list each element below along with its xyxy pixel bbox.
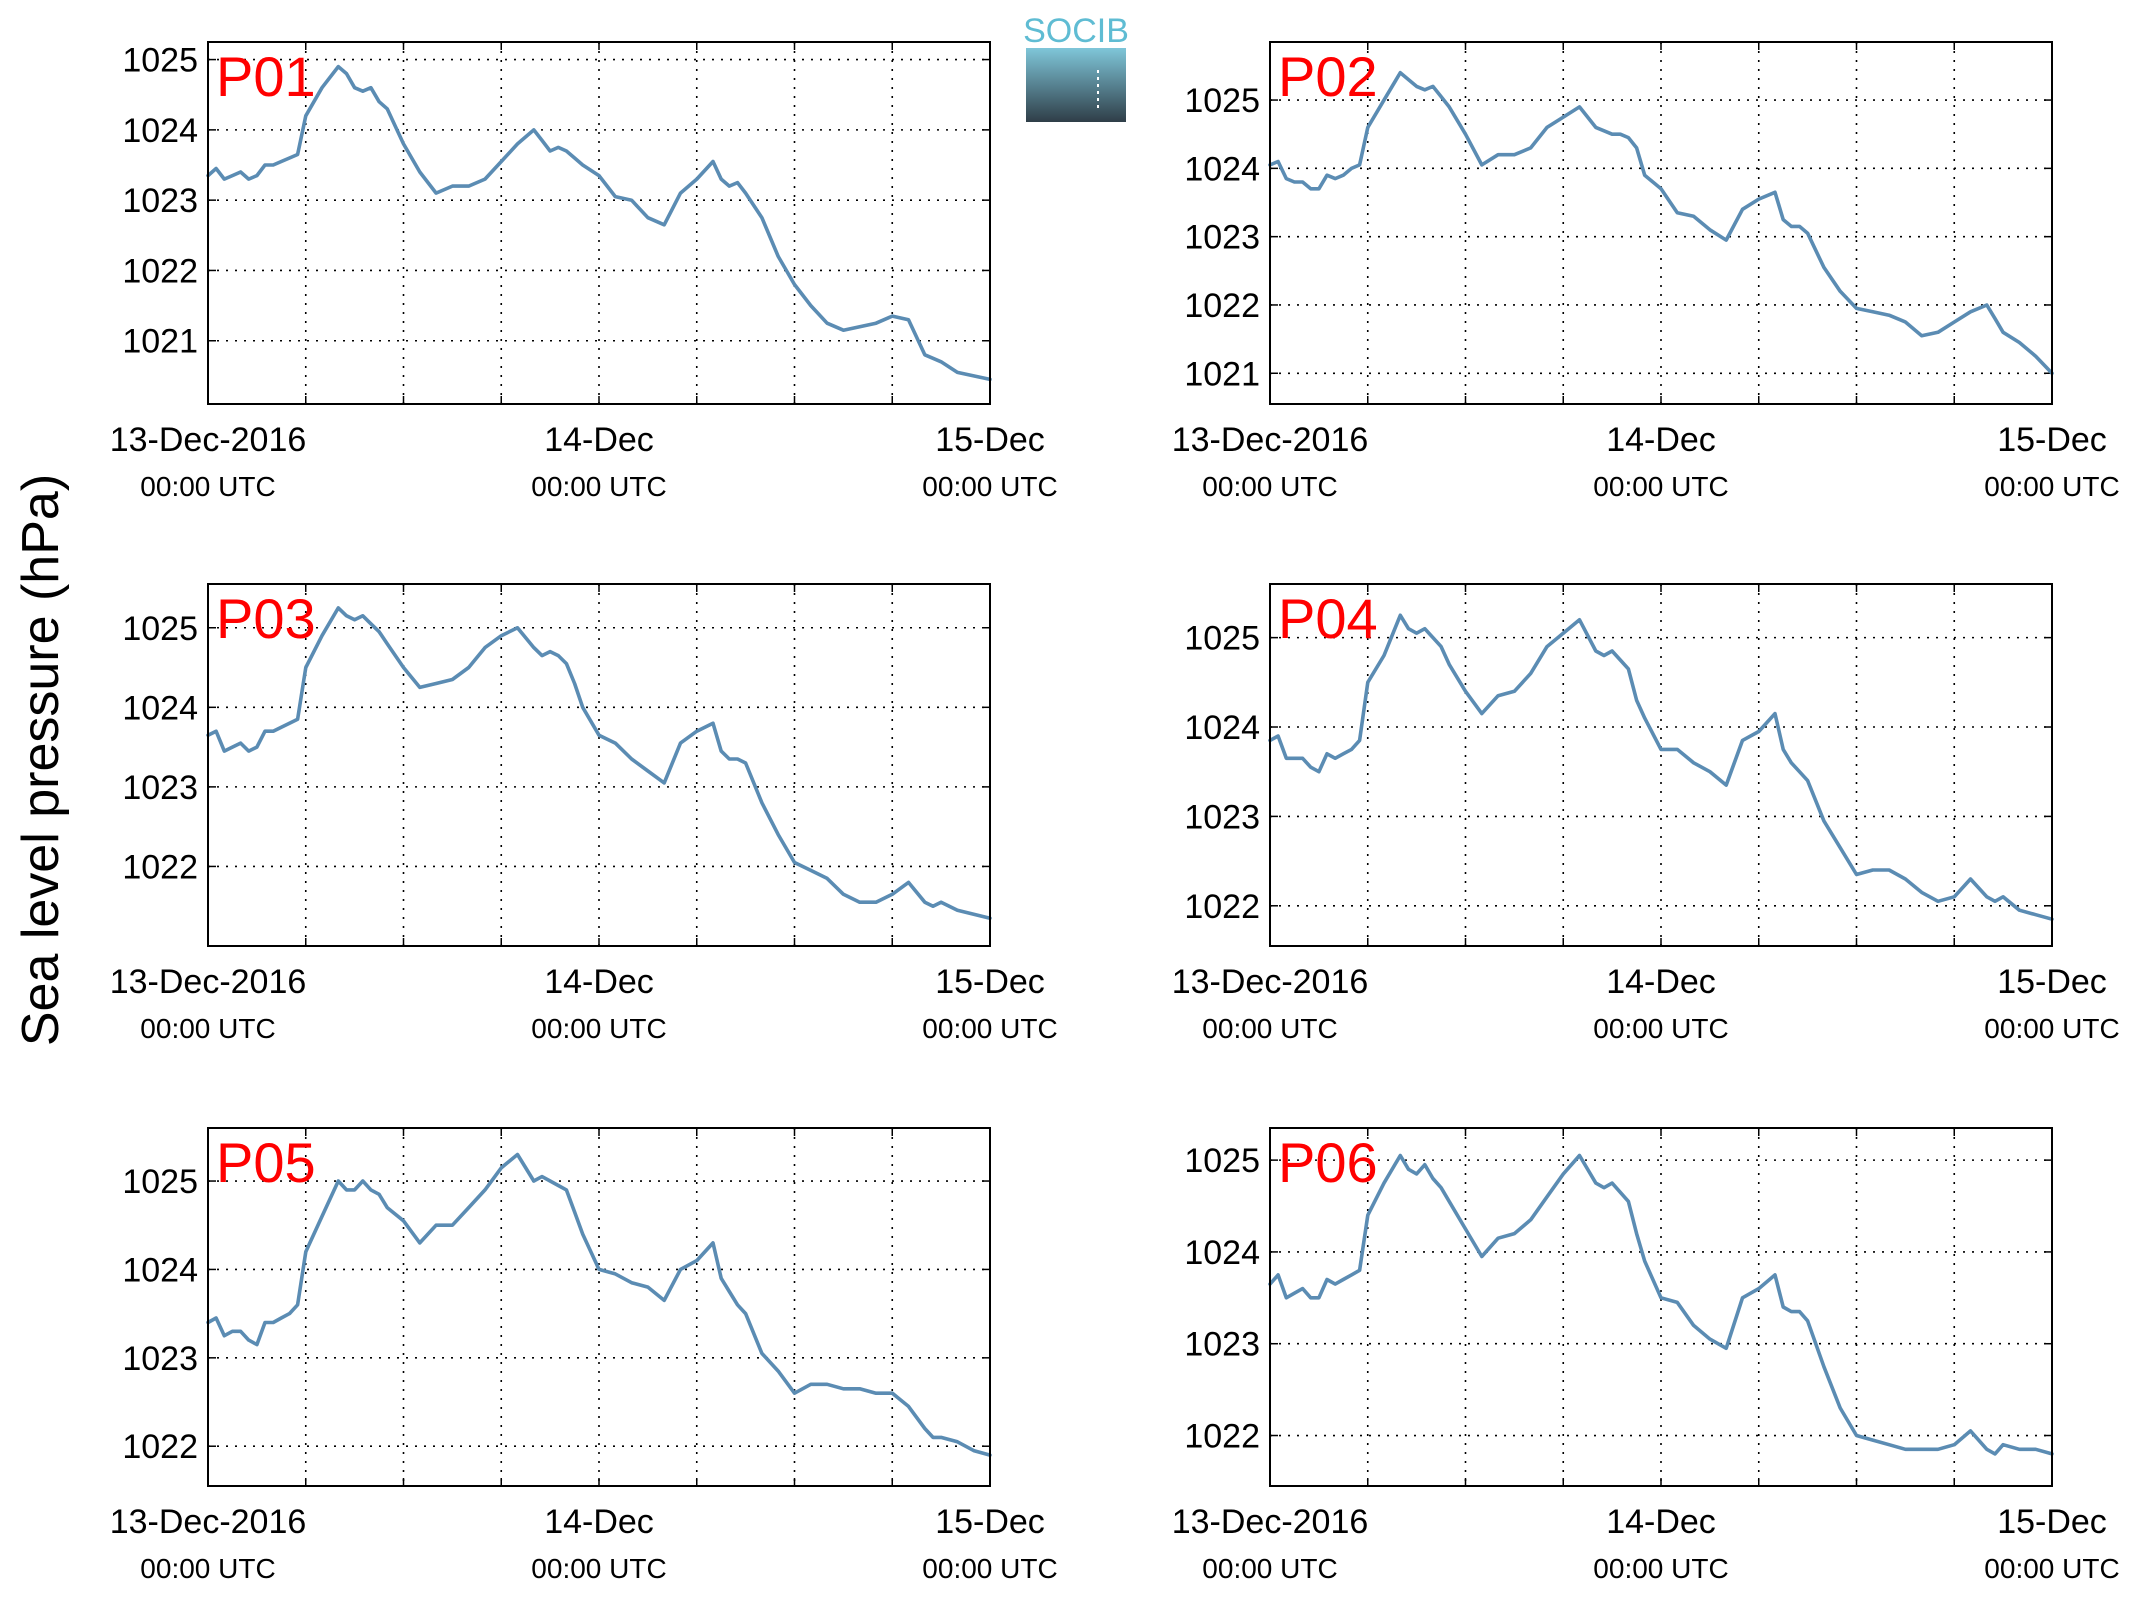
x-tick-label-time: 00:00 UTC [1593,1013,1728,1044]
panel-label: P06 [1278,1131,1378,1194]
x-tick-label-date: 14-Dec [1606,1503,1716,1541]
logo-gradient-block [1026,48,1126,122]
x-tick-label-time: 00:00 UTC [531,1013,666,1044]
x-tick-label-date: 15-Dec [1997,421,2107,459]
y-tick-label: 1024 [1184,1234,1260,1272]
y-tick-label: 1022 [122,1428,198,1466]
x-tick-label-time: 00:00 UTC [140,1553,275,1584]
x-tick-label-date: 14-Dec [1606,421,1716,459]
pressure-series-line [1268,1153,2054,1456]
socib-logo: SOCIB [1023,12,1129,122]
pressure-series-line [206,1152,992,1457]
axes-frame [1269,1127,2053,1487]
panel-label: P03 [216,587,316,650]
x-tick-label-date: 14-Dec [544,1503,654,1541]
x-tick-label-time: 00:00 UTC [1984,471,2119,502]
chart-panel-p04: 1022 1023 1024 1025 13-Dec-2016 00:00 UTC 14-D… [1172,583,2120,1044]
x-tick-label-time: 00:00 UTC [1593,471,1728,502]
y-tick-label: 1025 [122,1163,198,1201]
x-tick-label-time: 00:00 UTC [1593,1553,1728,1584]
axes-frame [207,41,991,405]
x-tick-label-date: 15-Dec [1997,1503,2107,1541]
chart-panel-p03: 1022 1023 1024 1025 13-Dec-2016 00:00 UTC 14-D… [110,583,1058,1044]
y-tick-label: 1023 [1184,798,1260,836]
chart-panel-p06: 1022 1023 1024 1025 13-Dec-2016 00:00 UTC 14-D… [1172,1127,2120,1584]
x-tick-label-date: 13-Dec-2016 [1172,421,1369,459]
chart-panel-p01: 1021 1022 1023 1024 1025 13-Dec-2016 00:00 UTC… [110,41,1058,502]
x-tick-label-date: 13-Dec-2016 [110,421,307,459]
panel-label: P01 [216,45,316,108]
x-tick-label-time: 00:00 UTC [1984,1013,2119,1044]
x-tick-label-date: 14-Dec [544,421,654,459]
x-tick-label-time: 00:00 UTC [531,471,666,502]
y-tick-label: 1025 [1184,82,1260,120]
y-tick-label: 1022 [122,848,198,886]
chart-panel-p05: 1022 1023 1024 1025 13-Dec-2016 00:00 UTC 14-D… [110,1127,1058,1584]
pressure-series-line [1268,70,2054,376]
axes-frame [1269,583,2053,947]
x-tick-label-time: 00:00 UTC [922,1013,1057,1044]
y-tick-label: 1021 [1184,355,1260,393]
x-tick-label-date: 15-Dec [935,421,1045,459]
axes-frame [1269,41,2053,405]
pressure-series-line [206,64,992,382]
y-tick-label: 1025 [122,610,198,648]
pressure-series-line [206,606,992,921]
x-tick-label-time: 00:00 UTC [922,471,1057,502]
y-tick-label: 1025 [122,42,198,80]
y-tick-label: 1022 [1184,888,1260,926]
y-tick-label: 1025 [1184,1142,1260,1180]
x-tick-label-date: 14-Dec [1606,963,1716,1001]
panel-label: P02 [1278,45,1378,108]
x-tick-label-date: 15-Dec [935,963,1045,1001]
x-tick-label-time: 00:00 UTC [1202,471,1337,502]
x-tick-label-time: 00:00 UTC [1984,1553,2119,1584]
x-tick-label-time: 00:00 UTC [1202,1013,1337,1044]
x-tick-label-time: 00:00 UTC [1202,1553,1337,1584]
pressure-series-line [1268,613,2054,922]
x-tick-label-time: 00:00 UTC [531,1553,666,1584]
logo-text: SOCIB [1023,12,1129,50]
y-tick-label: 1023 [122,769,198,807]
panel-label: P04 [1278,587,1378,650]
axes-frame [207,583,991,947]
x-tick-label-date: 15-Dec [935,1503,1045,1541]
panel-label: P05 [216,1131,316,1194]
x-tick-label-time: 00:00 UTC [140,1013,275,1044]
y-tick-label: 1022 [1184,1418,1260,1456]
y-tick-label: 1024 [122,112,198,150]
x-tick-label-date: 15-Dec [1997,963,2107,1001]
y-axis-label: Sea level pressure (hPa) [12,474,70,1046]
y-tick-label: 1023 [1184,1326,1260,1364]
y-tick-label: 1024 [1184,150,1260,188]
panels-container: 1021 1022 1023 1024 1025 13-Dec-2016 00:00 UTC… [110,41,2120,1584]
x-tick-label-time: 00:00 UTC [922,1553,1057,1584]
y-tick-label: 1021 [122,323,198,361]
y-tick-label: 1022 [122,252,198,290]
y-tick-label: 1025 [1184,620,1260,658]
x-tick-label-date: 13-Dec-2016 [110,963,307,1001]
y-tick-label: 1024 [122,689,198,727]
x-tick-label-date: 13-Dec-2016 [110,1503,307,1541]
y-tick-label: 1022 [1184,287,1260,325]
y-tick-label: 1024 [122,1251,198,1289]
x-tick-label-time: 00:00 UTC [140,471,275,502]
x-tick-label-date: 13-Dec-2016 [1172,1503,1369,1541]
y-tick-label: 1024 [1184,709,1260,747]
plot-area [1270,1128,2052,1486]
y-tick-label: 1023 [122,1340,198,1378]
y-tick-label: 1023 [122,182,198,220]
y-tick-label: 1023 [1184,219,1260,257]
x-tick-label-date: 13-Dec-2016 [1172,963,1369,1001]
axes-frame [207,1127,991,1487]
x-tick-label-date: 14-Dec [544,963,654,1001]
chart-panel-p02: 1021 1022 1023 1024 1025 13-Dec-2016 00:00 UTC… [1172,41,2120,502]
